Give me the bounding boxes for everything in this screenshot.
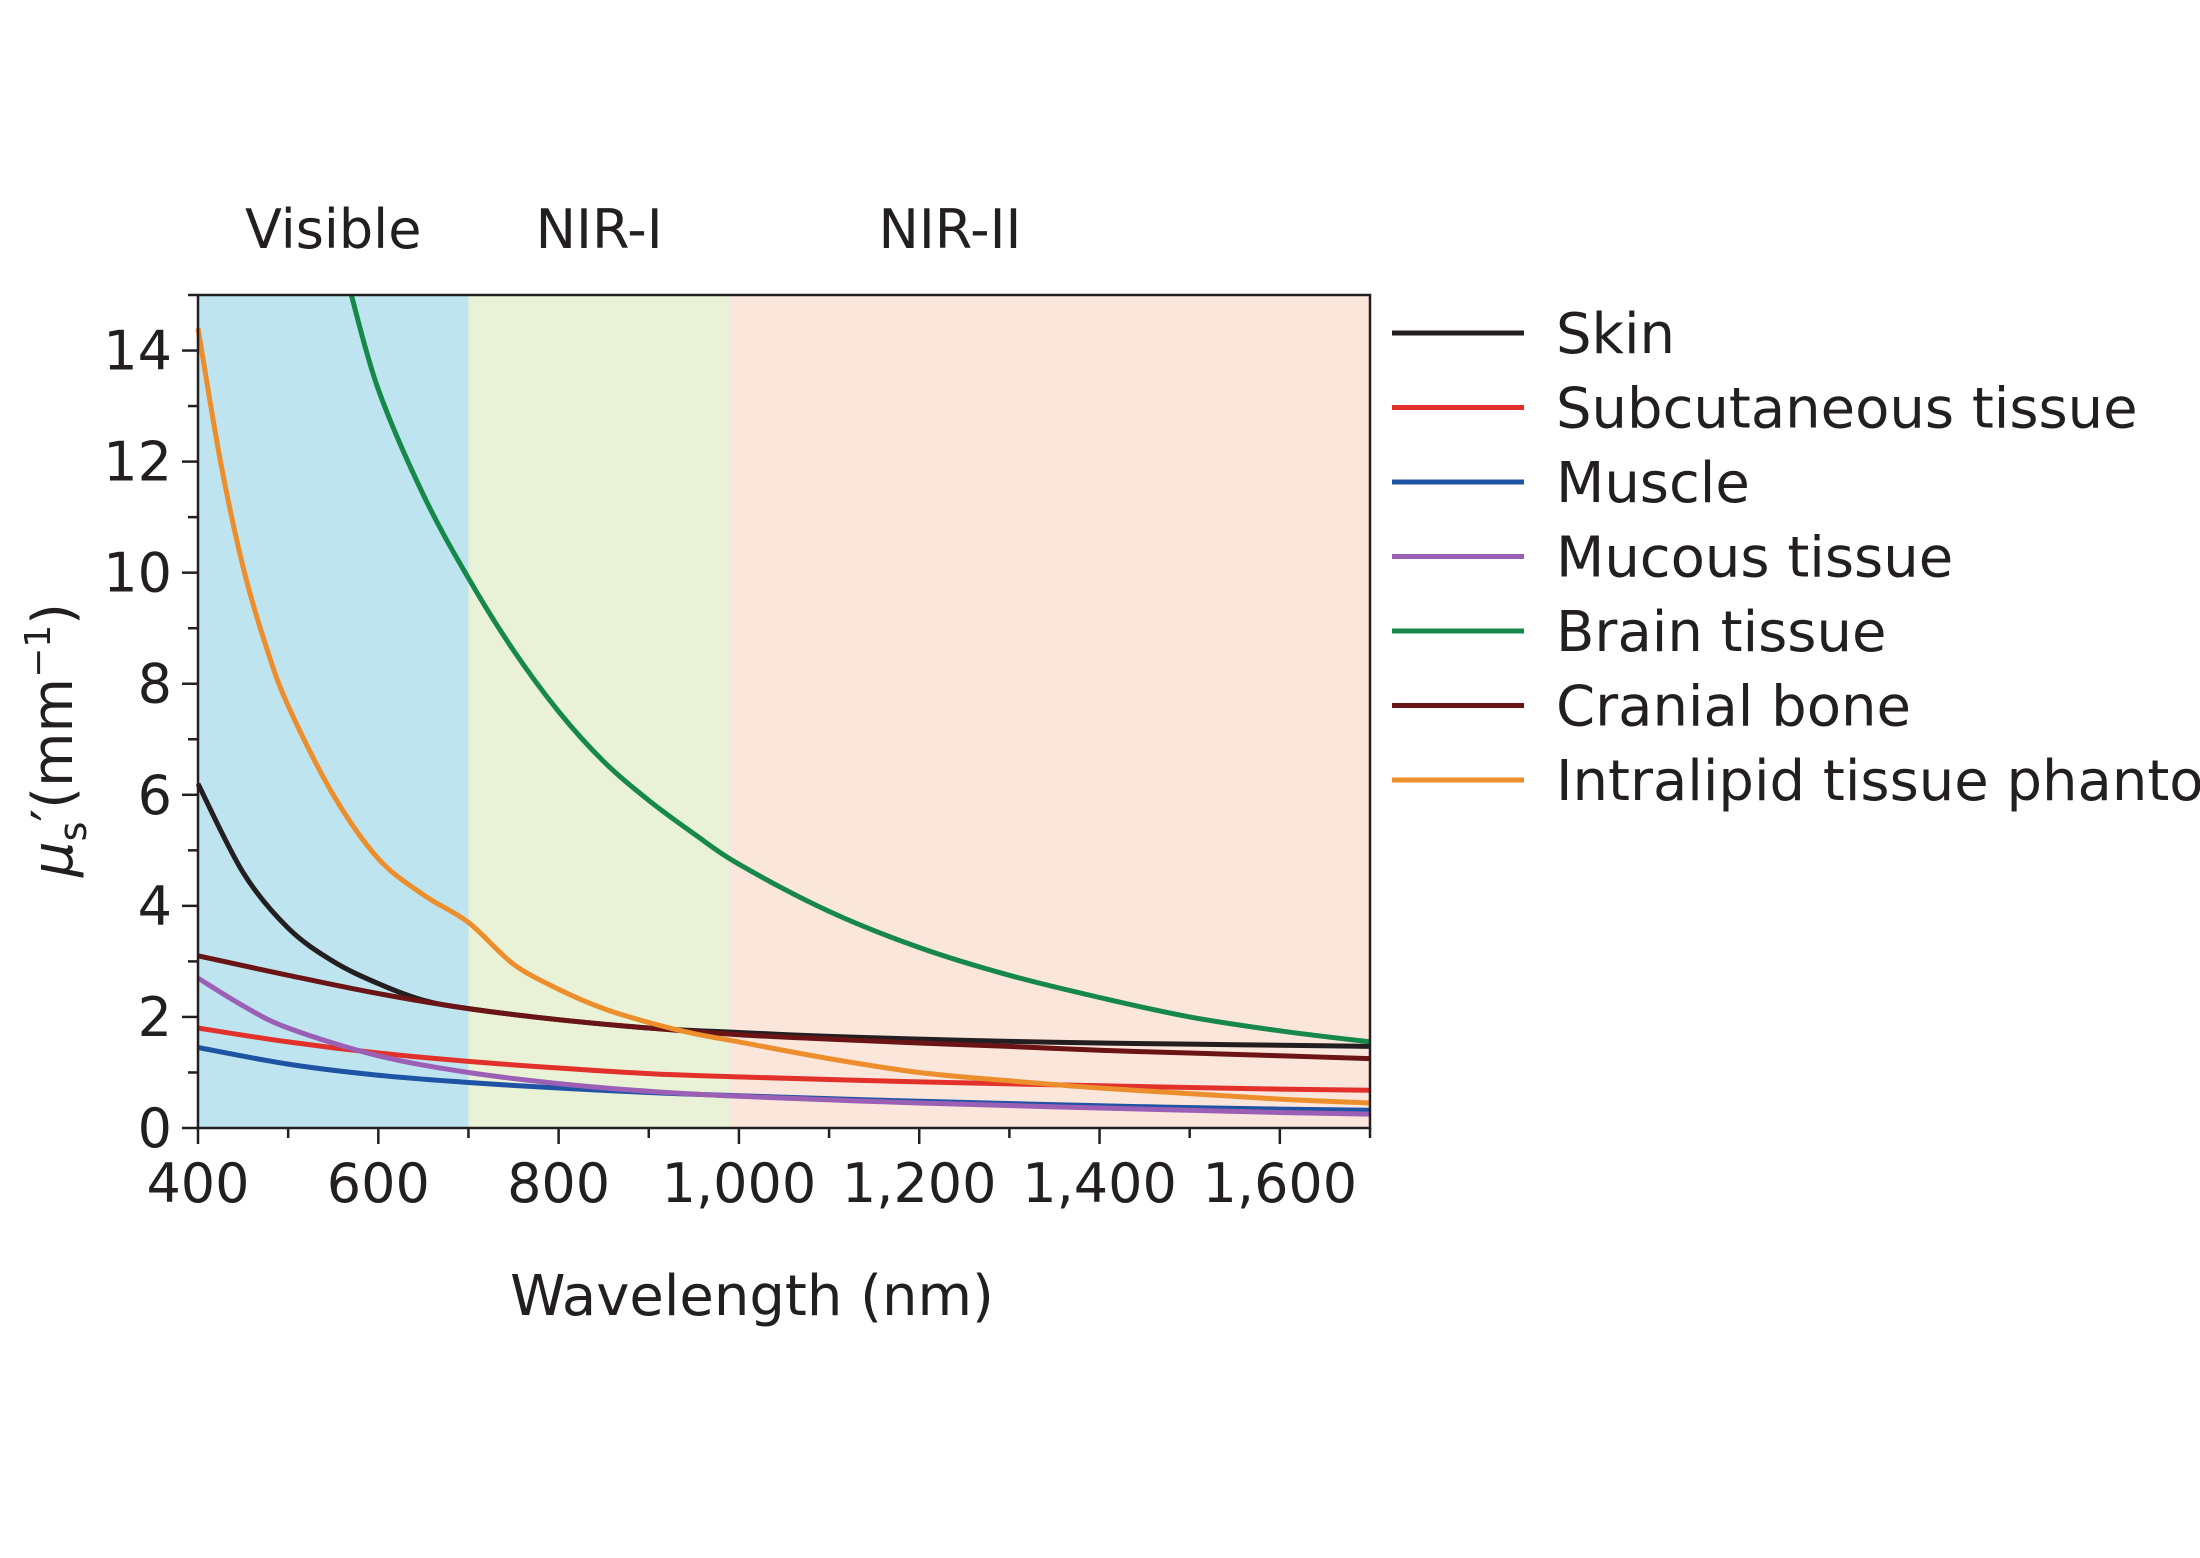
x-axis-title: Wavelength (nm) (510, 1264, 994, 1329)
legend-item-mucous-tissue: Mucous tissue (1392, 526, 1953, 591)
x-tick-label-400: 400 (146, 1152, 249, 1215)
legend-label-subcutaneous-tissue: Subcutaneous tissue (1556, 377, 2138, 442)
legend-label-brain-tissue: Brain tissue (1556, 600, 1886, 665)
x-axis: 400 600 800 1,000 1,200 1,400 1,600 (146, 1128, 1372, 1215)
x-tick-label-800: 800 (507, 1152, 610, 1215)
series-line-cranial-bone (197, 953, 1371, 1062)
y-tick-label-4: 4 (138, 875, 172, 938)
legend-label-muscle: Muscle (1556, 451, 1750, 516)
y-tick-label-0: 0 (138, 1097, 172, 1160)
y-axis-symbol: μ (21, 841, 86, 878)
x-tick-label-1000: 1,000 (662, 1152, 817, 1215)
band-label-nir-ii: NIR-II (878, 198, 1021, 261)
y-axis-unit-exp: −1 (18, 625, 59, 678)
series-line-mucous-tissue (196, 975, 1371, 1117)
legend-item-brain-tissue: Brain tissue (1392, 600, 1886, 665)
legend: Skin Subcutaneous tissue Muscle Mucous tiss… (1392, 302, 2200, 814)
band-label-nir-i: NIR-I (536, 198, 663, 261)
legend-label-intralipid-tissue-phantom: Intralipid tissue phantom (1556, 749, 2200, 814)
y-tick-label-14: 14 (103, 320, 172, 383)
x-tick-label-600: 600 (327, 1152, 430, 1215)
band-label-visible: Visible (245, 198, 421, 261)
band-visible (198, 295, 469, 1128)
y-axis-title: μs′(mm−1) (18, 603, 95, 878)
series-lines (195, 294, 1371, 1117)
y-axis-unit-open: (mm (21, 678, 86, 809)
y-axis-prime: ′ (21, 809, 86, 822)
y-axis-subscript: s (51, 822, 95, 842)
legend-label-cranial-bone: Cranial bone (1556, 675, 1911, 740)
plot-frame (196, 293, 1372, 1130)
series-line-intralipid-tissue-phantom (195, 327, 1371, 1106)
legend-item-muscle: Muscle (1392, 451, 1750, 516)
y-axis-unit-close: ) (21, 603, 86, 625)
band-nir-i (468, 295, 730, 1128)
x-tick-label-1200: 1,200 (842, 1152, 997, 1215)
y-tick-label-6: 6 (138, 764, 172, 827)
y-tick-label-12: 12 (103, 431, 172, 494)
legend-item-intralipid-tissue-phantom: Intralipid tissue phantom (1392, 749, 2200, 814)
legend-label-mucous-tissue: Mucous tissue (1556, 526, 1953, 591)
band-regions (198, 295, 1370, 1128)
legend-item-subcutaneous-tissue: Subcutaneous tissue (1392, 377, 2138, 442)
y-tick-label-8: 8 (138, 653, 172, 716)
legend-label-skin: Skin (1556, 302, 1675, 367)
band-nir-ii (729, 295, 1370, 1128)
y-tick-label-10: 10 (103, 542, 172, 605)
legend-item-cranial-bone: Cranial bone (1392, 675, 1911, 740)
x-tick-label-1400: 1,400 (1022, 1152, 1177, 1215)
series-line-brain-tissue (348, 294, 1371, 1045)
band-labels: Visible NIR-I NIR-II (245, 198, 1021, 261)
x-tick-label-1600: 1,600 (1203, 1152, 1358, 1215)
y-tick-label-2: 2 (138, 986, 172, 1049)
legend-item-skin: Skin (1392, 302, 1675, 367)
y-axis: 0 2 4 6 8 10 12 14 (103, 293, 198, 1160)
